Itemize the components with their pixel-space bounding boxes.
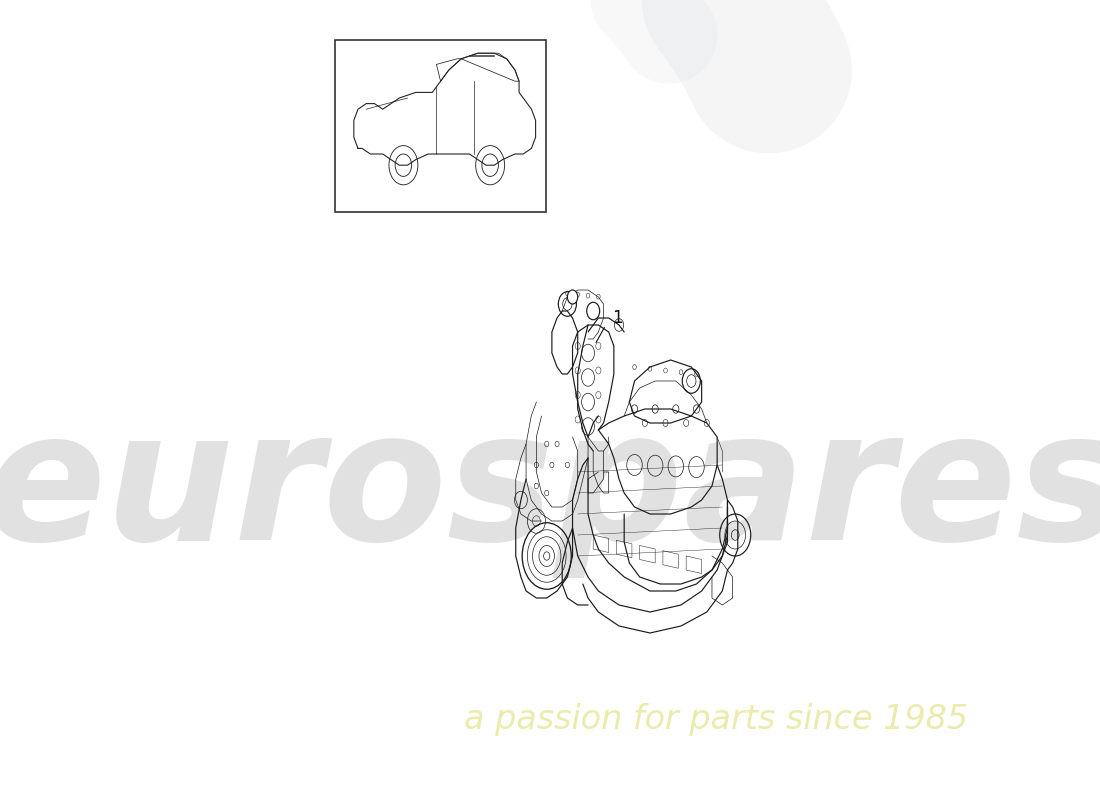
Text: eurospares: eurospares (0, 402, 1100, 578)
Bar (336, 40, 546, 212)
Text: a passion for parts since 1985: a passion for parts since 1985 (464, 703, 968, 737)
Circle shape (568, 290, 578, 304)
Text: 1: 1 (612, 309, 623, 327)
